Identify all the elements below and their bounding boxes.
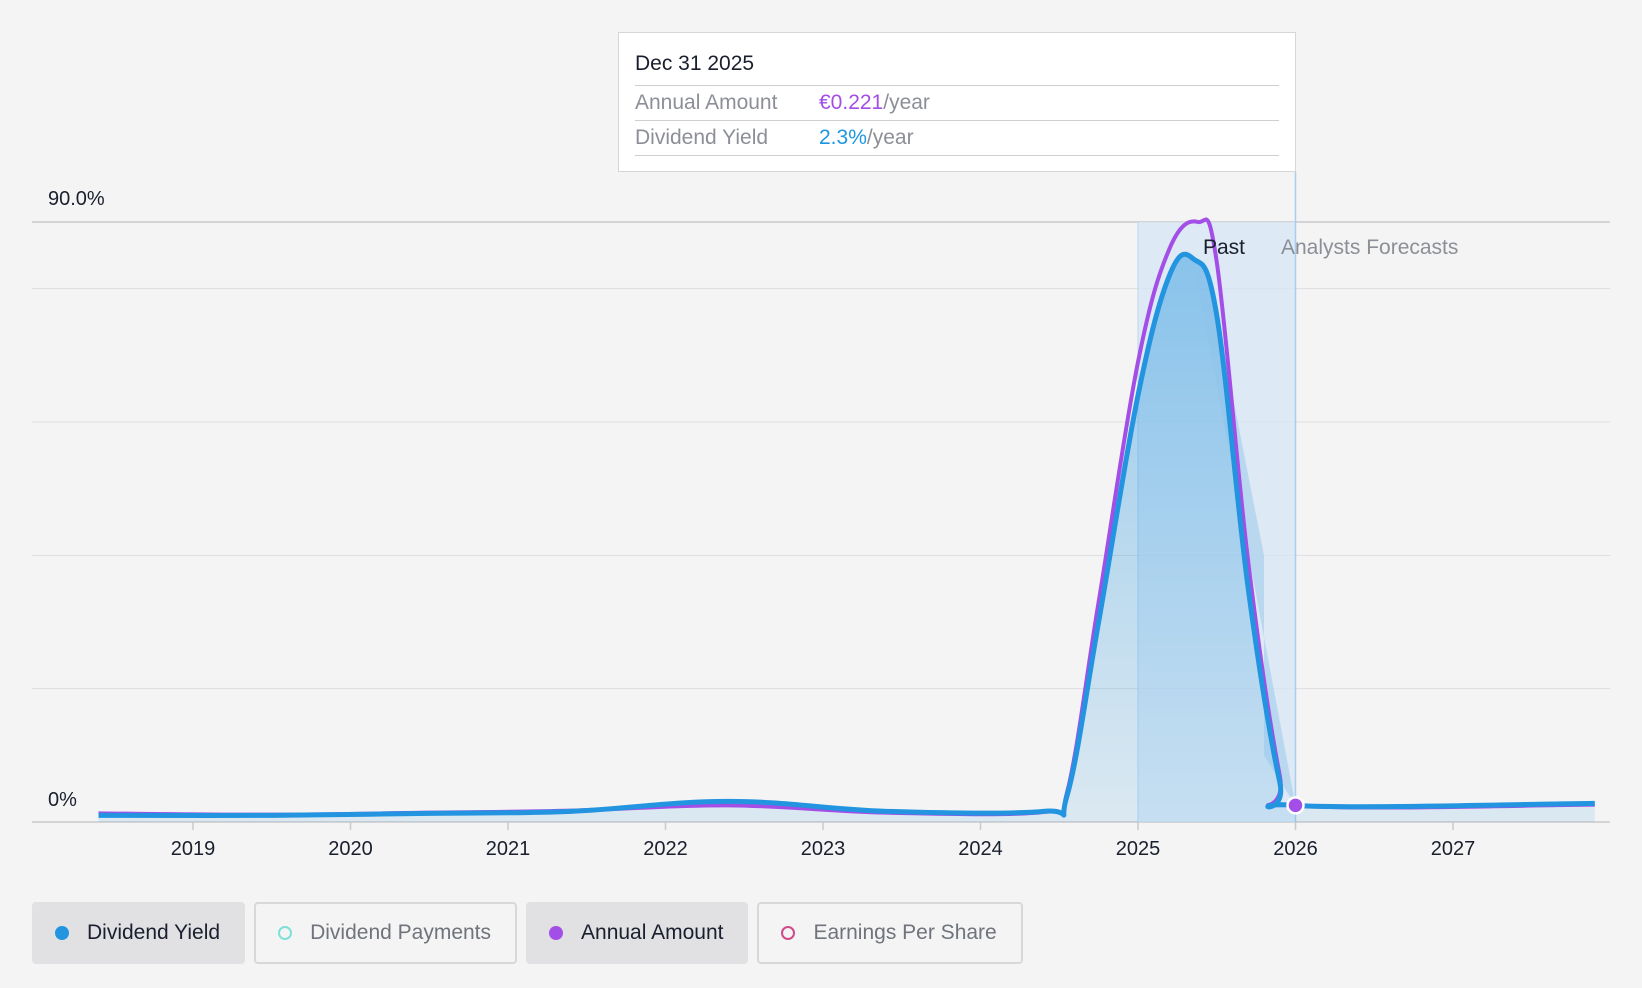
chart-tooltip: Dec 31 2025 Annual Amount €0.221 /year D…	[618, 32, 1296, 172]
x-tick-label-2027: 2027	[1431, 838, 1476, 860]
legend-annual-amount-button[interactable]: Annual Amount	[526, 902, 749, 964]
x-tick-label-2024: 2024	[958, 838, 1003, 860]
legend-dividend-payments-label: Dividend Payments	[310, 921, 492, 944]
x-tick-label-2023: 2023	[801, 838, 846, 860]
annual-amount-line	[98, 217, 1595, 817]
x-tick-label-2021: 2021	[486, 838, 531, 860]
y-axis-bottom-label: 0%	[48, 789, 77, 811]
x-tick-label-2025: 2025	[1116, 838, 1161, 860]
legend-annual-amount-label: Annual Amount	[581, 921, 724, 944]
legend-dividend-yield-dot-icon	[55, 926, 69, 940]
legend-dividend-yield-label: Dividend Yield	[87, 921, 221, 944]
tooltip-dividend-yield-row: Dividend Yield 2.3% /year	[635, 121, 1279, 156]
tooltip-annual-amount-label: Annual Amount	[635, 91, 778, 114]
legend-earnings-per-share-button[interactable]: Earnings Per Share	[757, 902, 1023, 964]
dividend-yield-area	[98, 254, 1595, 822]
tooltip-dividend-yield-label: Dividend Yield	[635, 126, 769, 149]
x-tick-label-2022: 2022	[643, 838, 688, 860]
legend-dividend-payments-button[interactable]: Dividend Payments	[254, 902, 518, 964]
tooltip-annual-amount-row: Annual Amount €0.221 /year	[635, 86, 1279, 121]
legend-dividend-payments-ring-icon	[278, 926, 293, 940]
hover-marker	[1286, 796, 1305, 815]
legend-annual-amount-dot-icon	[549, 926, 564, 940]
x-tick-label-2020: 2020	[328, 838, 373, 860]
x-tick-label-2019: 2019	[171, 838, 216, 860]
tooltip-dividend-yield-unit: /year	[866, 126, 914, 149]
legend-earnings-per-share-label: Earnings Per Share	[813, 921, 997, 944]
x-tick-label-2026: 2026	[1273, 838, 1318, 860]
chart-legend: Dividend Yield Dividend Payments Annual …	[32, 902, 1023, 964]
legend-dividend-yield-button[interactable]: Dividend Yield	[32, 902, 246, 964]
past-region-label: Past	[1203, 236, 1245, 259]
tooltip-annual-amount-unit: /year	[883, 91, 930, 114]
y-axis-top-label: 90.0%	[48, 188, 105, 210]
tooltip-dividend-yield-value: 2.3%	[819, 126, 867, 149]
dividend-yield-line	[98, 251, 1595, 818]
legend-earnings-per-share-ring-icon	[781, 926, 796, 940]
tooltip-date: Dec 31 2025	[635, 33, 1279, 86]
tooltip-annual-amount-value: €0.221	[819, 91, 884, 114]
forecast-region-label: Analysts Forecasts	[1281, 236, 1458, 259]
